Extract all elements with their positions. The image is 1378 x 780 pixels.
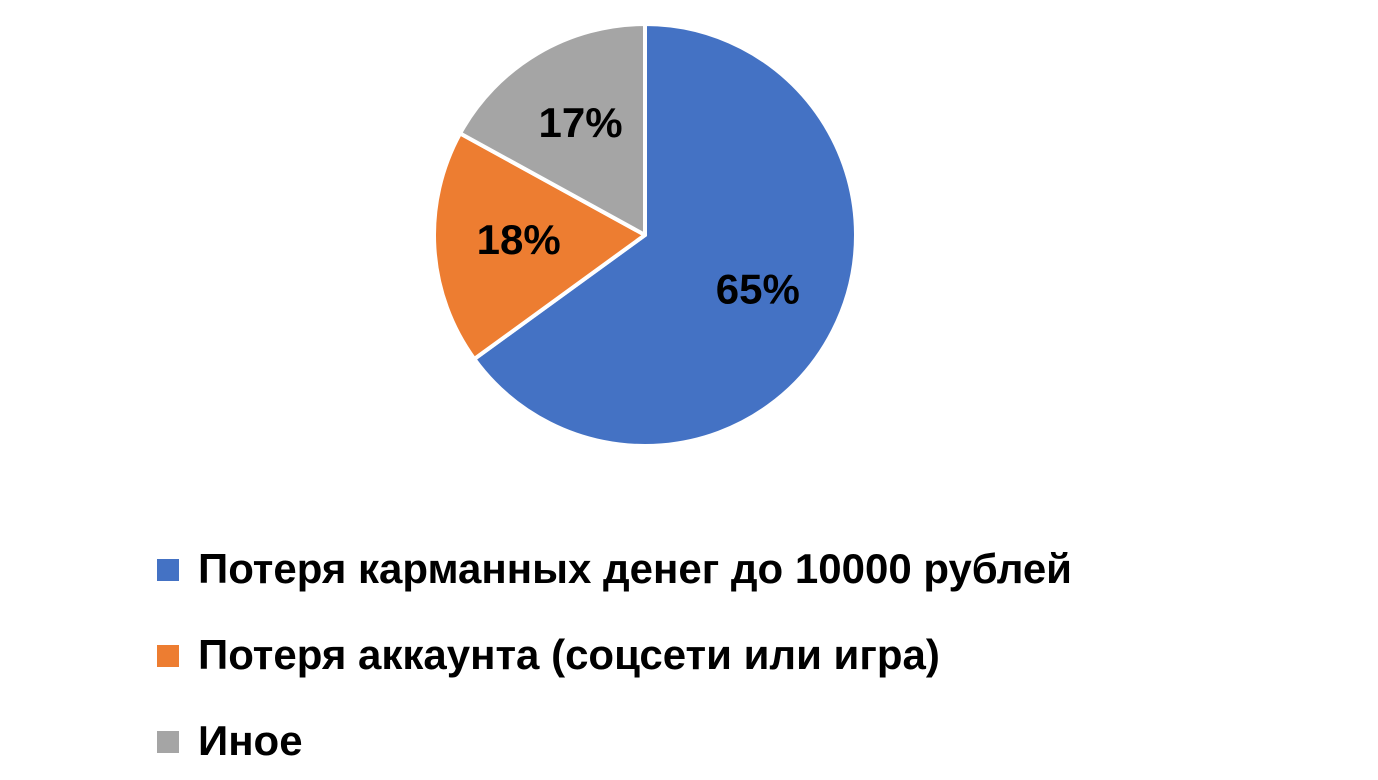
data-label: 18%: [477, 216, 561, 263]
legend-label: Потеря карманных денег до 10000 рублей: [198, 545, 1072, 592]
data-label: 65%: [716, 266, 800, 313]
pie-slice: [432, 131, 647, 362]
legend-swatch: [157, 731, 179, 753]
pie-slice: [458, 22, 647, 237]
legend-swatch: [157, 559, 179, 581]
legend-swatch: [157, 645, 179, 667]
data-label: 17%: [539, 99, 623, 146]
pie-slice: [472, 22, 858, 448]
legend-label: Иное: [198, 717, 303, 764]
legend-label: Потеря аккаунта (соцсети или игра): [198, 631, 940, 678]
